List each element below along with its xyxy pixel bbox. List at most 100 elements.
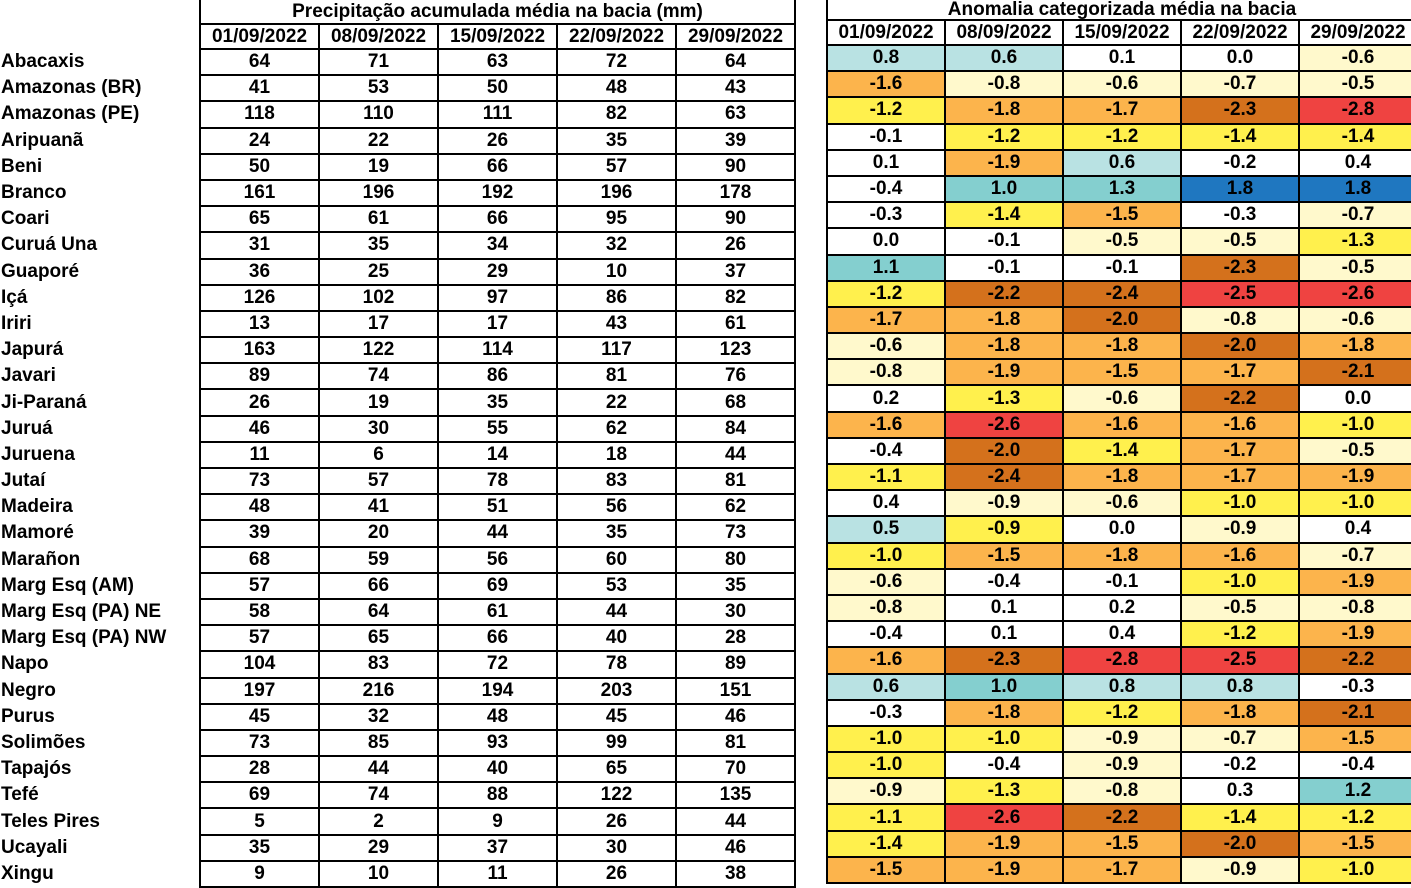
precip-value-cell: 51 [437, 493, 558, 522]
precip-value-cell: 57 [318, 466, 439, 496]
table-row: Juruena 11 6 14 18 44 [0, 440, 797, 470]
anomaly-value-cell: -1.4 [1180, 803, 1300, 832]
anomaly-value-cell: -1.0 [826, 751, 946, 780]
anomaly-value-cell: 1.1 [826, 253, 946, 282]
precip-value-cell: 63 [674, 100, 797, 129]
precip-value-cell: 84 [674, 414, 797, 443]
anomaly-value-cell: -1.0 [1180, 567, 1300, 596]
precip-value-cell: 11 [199, 440, 320, 470]
precip-value-cell: 29 [318, 833, 439, 862]
anomaly-value-cell: -0.4 [826, 174, 946, 204]
precip-value-cell: 36 [199, 257, 320, 286]
basin-name: Mamoré [0, 520, 201, 547]
anomaly-value-cell: -0.7 [1180, 70, 1300, 99]
table-row: -0.4 1.0 1.3 1.8 1.8 [826, 174, 1411, 204]
anomaly-value-cell: -1.5 [944, 541, 1064, 570]
precip-value-cell: 39 [674, 126, 797, 155]
precip-value-cell: 118 [199, 100, 320, 129]
anomaly-value-cell: -0.8 [944, 70, 1064, 99]
table-row: Xingu 9 10 11 26 38 [0, 859, 797, 888]
anomaly-value-cell: -0.5 [1298, 70, 1411, 99]
precip-value-cell: 78 [437, 466, 558, 496]
table-row: -1.2 -1.8 -1.7 -2.3 -2.8 [826, 96, 1411, 125]
anomaly-value-cell: -0.9 [1062, 724, 1182, 754]
table-row: 0.6 1.0 0.8 0.8 -0.3 [826, 672, 1411, 701]
precip-value-cell: 76 [674, 362, 797, 391]
precip-value-cell: 65 [556, 755, 677, 784]
precip-value-cell: 44 [674, 440, 797, 470]
precip-value-cell: 6 [318, 440, 439, 470]
precip-value-cell: 69 [199, 781, 320, 810]
anomaly-value-cell: -2.6 [944, 803, 1064, 832]
precip-value-cell: 81 [674, 728, 797, 758]
precip-date-header: 01/09/2022 [199, 23, 320, 50]
precip-value-cell: 14 [437, 440, 558, 470]
table-row: -1.0 -1.5 -1.8 -1.6 -0.7 [826, 541, 1411, 570]
anomaly-value-cell: -0.7 [1298, 201, 1411, 230]
basin-name: Ji-Paraná [0, 389, 201, 416]
precip-value-cell: 30 [556, 833, 677, 862]
anomaly-value-cell: -1.6 [1180, 541, 1300, 570]
anomaly-value-cell: -1.9 [944, 148, 1064, 177]
anomaly-value-cell: -1.6 [1180, 410, 1300, 439]
precip-value-cell: 40 [556, 624, 677, 653]
precip-value-cell: 64 [199, 47, 320, 77]
precip-value-cell: 196 [556, 178, 677, 208]
precip-value-cell: 57 [199, 571, 320, 600]
precip-value-cell: 44 [556, 597, 677, 627]
precip-value-cell: 197 [199, 676, 320, 705]
table-row: -0.4 -2.0 -1.4 -1.7 -0.5 [826, 436, 1411, 466]
basin-name: Abacaxis [0, 49, 201, 76]
anomaly-value-cell: -0.4 [826, 436, 946, 466]
precip-value-cell: 44 [318, 755, 439, 784]
precip-value-cell: 37 [437, 833, 558, 862]
anomaly-title: Anomalia categorizada média na bacia [826, 0, 1411, 21]
precip-value-cell: 43 [674, 74, 797, 103]
precip-value-cell: 72 [556, 47, 677, 77]
table-row: 0.5 -0.9 0.0 -0.9 0.4 [826, 515, 1411, 544]
basin-name: Guaporé [0, 258, 201, 285]
anomaly-value-cell: -1.0 [826, 724, 946, 754]
table-row: -1.0 -1.0 -0.9 -0.7 -1.5 [826, 724, 1411, 754]
anomaly-value-cell: -1.7 [1180, 436, 1300, 466]
anomaly-value-cell: -1.9 [1298, 567, 1411, 596]
precip-value-cell: 74 [318, 781, 439, 810]
anomaly-value-cell: -0.9 [944, 515, 1064, 544]
anomaly-value-cell: 0.2 [1062, 593, 1182, 623]
anomaly-value-cell: -2.0 [944, 436, 1064, 466]
anomaly-value-cell: -1.4 [944, 201, 1064, 230]
table-row: -1.4 -1.9 -1.5 -2.0 -1.5 [826, 829, 1411, 858]
anomaly-value-cell: -0.3 [826, 698, 946, 727]
anomaly-value-cell: -2.6 [1298, 279, 1411, 308]
table-row: Javari 89 74 86 81 76 [0, 362, 797, 391]
anomaly-value-cell: -2.2 [1062, 803, 1182, 832]
precip-date-header: 15/09/2022 [437, 23, 558, 50]
anomaly-date-header: 22/09/2022 [1180, 19, 1300, 46]
anomaly-value-cell: -2.5 [1180, 279, 1300, 308]
table-row: -0.9 -1.3 -0.8 0.3 1.2 [826, 777, 1411, 806]
precip-value-cell: 28 [199, 755, 320, 784]
precip-value-cell: 2 [318, 807, 439, 836]
precip-value-cell: 17 [318, 309, 439, 339]
table-row: -1.2 -2.2 -2.4 -2.5 -2.6 [826, 279, 1411, 308]
basin-name: Marañon [0, 546, 201, 573]
precip-value-cell: 10 [556, 257, 677, 286]
precip-value-cell: 9 [437, 807, 558, 836]
precip-value-cell: 89 [674, 650, 797, 679]
anomaly-value-cell: -1.7 [1062, 855, 1182, 885]
table-row: -1.0 -0.4 -0.9 -0.2 -0.4 [826, 751, 1411, 780]
precip-date-header: 22/09/2022 [556, 23, 677, 50]
table-row: -0.8 -1.9 -1.5 -1.7 -2.1 [826, 358, 1411, 387]
precip-value-cell: 66 [318, 571, 439, 600]
anomaly-value-cell: -1.9 [944, 358, 1064, 387]
anomaly-value-cell: -1.2 [1062, 698, 1182, 727]
precip-value-cell: 57 [199, 624, 320, 653]
precip-value-cell: 78 [556, 650, 677, 679]
anomaly-value-cell: 0.6 [1062, 148, 1182, 177]
table-row: Napo 104 83 72 78 89 [0, 650, 797, 679]
precip-value-cell: 28 [674, 624, 797, 653]
anomaly-value-cell: -0.3 [1298, 672, 1411, 701]
anomaly-value-cell: -0.8 [1062, 777, 1182, 806]
basin-name: Teles Pires [0, 808, 201, 835]
anomaly-value-cell: -1.8 [1062, 332, 1182, 361]
